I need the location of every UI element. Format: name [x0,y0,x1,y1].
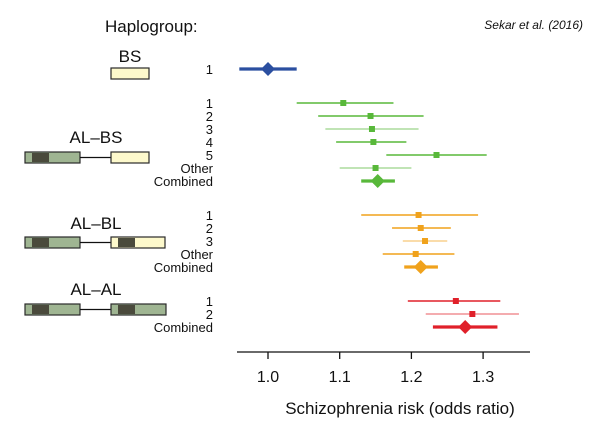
dark-segment [118,238,135,247]
estimate-diamond [413,260,428,274]
estimate-diamond [370,174,385,188]
row-label: 1 [206,96,213,111]
estimate-square [412,251,419,257]
row-label: 1 [206,62,213,77]
haplogroup-label-al-bl: AL–BL [70,214,121,233]
estimate-square [367,113,374,119]
dark-segment [32,305,49,314]
row-label: 3 [206,122,213,137]
row-label: 5 [206,148,213,163]
x-axis-label: Schizophrenia risk (odds ratio) [285,399,515,418]
dark-segment [32,153,49,162]
row-label: Combined [154,260,213,275]
estimate-square [422,238,429,244]
al-box [110,303,167,316]
row-label: 3 [206,234,213,249]
haplogroup-header: Haplogroup: [105,17,198,36]
estimate-square [415,212,422,218]
x-tick-label: 1.1 [329,369,351,386]
row-label: 1 [206,294,213,309]
estimate-square [469,311,476,317]
estimate-square [372,165,379,171]
forest-rows: 112345OtherCombined123OtherCombined12Com… [154,62,519,335]
estimate-square [368,126,375,132]
haplotype-diagrams [24,67,167,316]
dark-segment [118,305,135,314]
haplogroup-label-al-al: AL–AL [70,280,121,299]
haplogroup-label-bs: BS [119,47,142,66]
row-label: 2 [206,109,213,124]
bs-box [110,67,150,80]
estimate-diamond [458,320,473,334]
estimate-diamond [261,62,275,76]
estimate-square [340,100,347,106]
bs-box [110,151,150,164]
row-label: Combined [154,174,213,189]
bl-box [110,236,166,249]
x-tick-label: 1.2 [400,369,422,386]
row-label: 2 [206,307,213,322]
row-label: 1 [206,208,213,223]
row-label: Other [180,247,213,262]
haplogroup-label-al-bs: AL–BS [70,128,123,147]
x-axis: 1.0 1.1 1.2 1.3 Schizophrenia risk (odds ra… [237,351,530,418]
row-label: Other [180,161,213,176]
estimate-square [370,139,377,145]
estimate-square [417,225,424,231]
row-label: 4 [206,135,213,150]
x-tick-label: 1.0 [257,369,279,386]
citation: Sekar et al. (2016) [484,18,583,32]
row-label: Combined [154,320,213,335]
x-tick-label: 1.3 [472,369,494,386]
estimate-square [452,298,459,304]
dark-segment [32,238,49,247]
estimate-square [433,152,440,158]
row-label: 2 [206,221,213,236]
